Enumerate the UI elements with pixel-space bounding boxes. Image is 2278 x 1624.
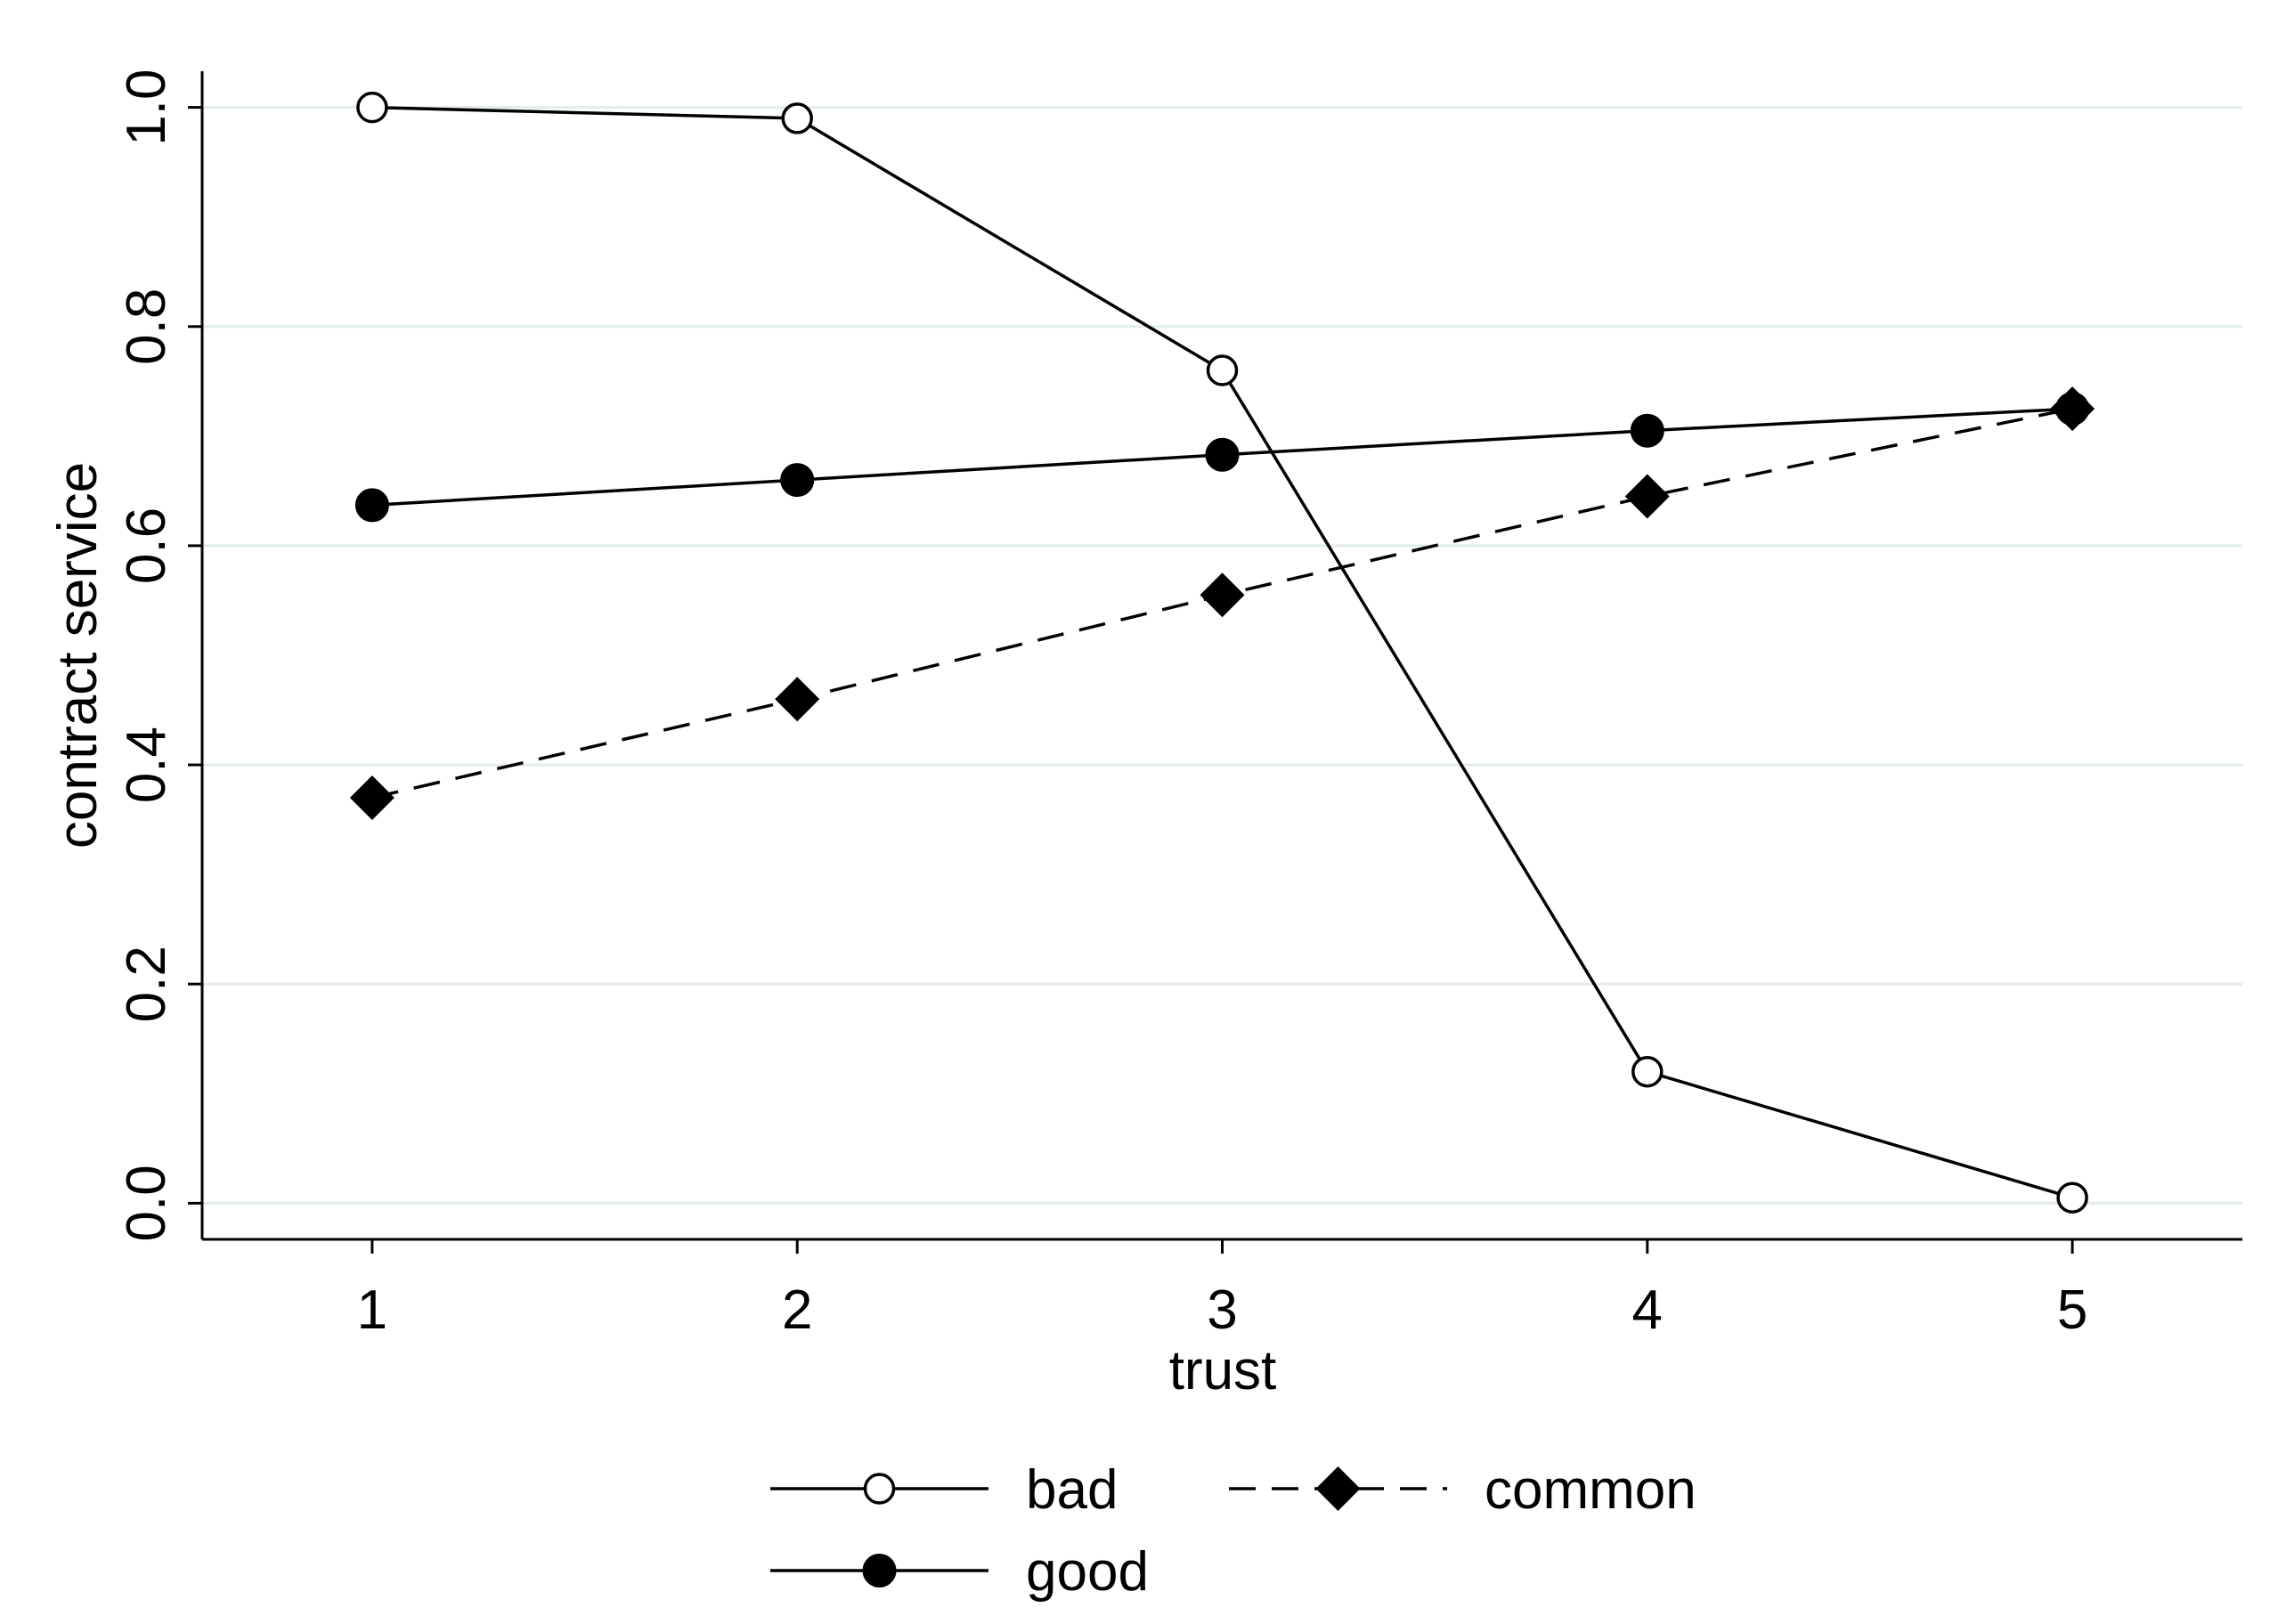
legend-item-good: good: [770, 1541, 1149, 1603]
series-markers: [349, 91, 2095, 1214]
legend-item-common: common: [1229, 1459, 1696, 1521]
plot-series: [349, 91, 2095, 1214]
data-point-good: [2055, 392, 2090, 426]
data-point-common: [349, 775, 395, 820]
data-point-good: [1630, 413, 1664, 448]
legend-label: common: [1485, 1459, 1696, 1521]
data-point-bad: [2056, 1181, 2088, 1214]
legend-marker: [1315, 1466, 1361, 1511]
x-axis-title: trust: [1169, 1340, 1277, 1401]
y-tick-label: 0.4: [116, 727, 177, 803]
data-point-bad: [1206, 354, 1239, 386]
x-tick-label: 3: [1207, 1279, 1237, 1341]
x-tick-label: 4: [1632, 1279, 1663, 1341]
data-point-bad: [356, 91, 388, 124]
data-point-common: [1624, 474, 1670, 519]
legend-marker: [863, 1473, 896, 1505]
legend-item-bad: bad: [770, 1459, 1118, 1521]
data-point-common: [1200, 572, 1245, 618]
data-point-good: [354, 488, 389, 523]
y-tick-label: 0.0: [116, 1165, 177, 1241]
legend-marker: [862, 1554, 897, 1587]
x-tick-label: 1: [357, 1279, 387, 1341]
y-tick-label: 0.2: [116, 946, 177, 1022]
y-tick-label: 1.0: [116, 69, 177, 146]
axes: [200, 71, 2242, 1241]
legend-label: bad: [1026, 1459, 1118, 1521]
x-ticks: 1 2 3 4 5: [357, 1239, 2087, 1341]
data-point-good: [780, 463, 815, 498]
x-tick-label: 5: [2057, 1279, 2087, 1341]
data-point-bad: [1631, 1055, 1664, 1088]
y-tick-label: 0.6: [116, 508, 177, 584]
gridlines: [202, 106, 2242, 1205]
y-ticks: 0.0 0.2 0.4 0.6 0.8 1.0: [116, 69, 202, 1241]
series-lines: [371, 105, 2073, 1199]
legend-label: good: [1026, 1541, 1149, 1603]
data-point-good: [1205, 437, 1240, 472]
y-tick-label: 0.8: [116, 288, 177, 365]
legend: bad common good: [770, 1459, 1696, 1603]
x-tick-label: 2: [782, 1279, 812, 1341]
series-line-bad: [371, 105, 2073, 1199]
data-point-bad: [781, 102, 813, 134]
y-axis-title: contract service: [47, 462, 109, 849]
data-point-common: [775, 677, 820, 722]
